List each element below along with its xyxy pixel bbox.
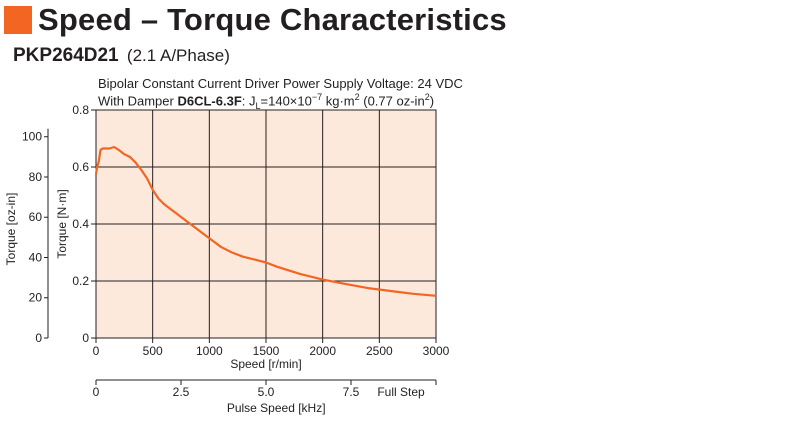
inertia-end: ): [429, 93, 435, 109]
y2-tick-label: 40: [29, 250, 43, 264]
x2-tick-label: 5.0: [258, 385, 275, 399]
y-tick-label: 0.8: [72, 103, 89, 117]
damper-conditions: With Damper D6CL-6.3F: JL=140×10−7 kg·m2…: [98, 92, 434, 111]
x-tick-label: 2000: [309, 344, 336, 358]
inertia-oz: (0.77 oz-in: [359, 93, 425, 109]
y2-tick-label: 100: [22, 130, 42, 144]
x-tick-label: 3000: [423, 344, 450, 358]
inertia-exponent: −7: [311, 92, 323, 102]
x2-axis-label: Pulse Speed [kHz]: [227, 401, 326, 415]
x-tick-label: 2500: [366, 344, 393, 358]
y-axis-label: Torque [N·m]: [55, 189, 69, 258]
driver-conditions: Bipolar Constant Current Driver Power Su…: [98, 76, 463, 91]
inertia-label: : J: [241, 93, 256, 109]
inertia-unit-exponent: 2: [354, 92, 360, 102]
title-marker-square: [4, 6, 32, 34]
x2-tick-label: 7.5: [343, 385, 360, 399]
y-tick-label: 0.2: [72, 274, 89, 288]
x-tick-label: 1000: [196, 344, 223, 358]
x2-tick-label: 2.5: [173, 385, 190, 399]
title-row: Speed – Torque Characteristics: [4, 2, 507, 38]
y2-tick-label: 20: [29, 291, 43, 305]
model-row: PKP264D21 (2.1 A/Phase): [13, 45, 230, 67]
damper-model: D6CL-6.3F: [177, 93, 242, 109]
x2-tick-label: Full Step: [377, 385, 425, 399]
inertia-value: =140×10: [260, 93, 312, 109]
y2-axis-label: Torque [oz-in]: [4, 193, 18, 266]
model-name: PKP264D21: [13, 45, 119, 66]
x-axis-label: Speed [r/min]: [230, 357, 301, 371]
model-spec: (2.1 A/Phase): [126, 46, 230, 65]
page-title: Speed – Torque Characteristics: [38, 2, 507, 37]
y2-tick-label: 80: [29, 170, 43, 184]
y-tick-label: 0.4: [72, 217, 89, 231]
y-tick-label: 0.6: [72, 160, 89, 174]
inertia-unit: kg·m: [322, 93, 355, 109]
inertia-oz-exponent: 2: [424, 92, 430, 102]
inertia-subscript: L: [255, 100, 261, 111]
y2-tick-label: 60: [29, 210, 43, 224]
y2-tick-label: 0: [35, 331, 42, 345]
x-tick-label: 1500: [253, 344, 280, 358]
x2-tick-label: 0: [93, 385, 100, 399]
torque-curve: [94, 145, 437, 297]
y-tick-label: 0: [82, 331, 89, 345]
x-tick-label: 500: [143, 344, 163, 358]
x-tick-label: 0: [93, 344, 100, 358]
damper-prefix: With Damper: [98, 93, 178, 109]
